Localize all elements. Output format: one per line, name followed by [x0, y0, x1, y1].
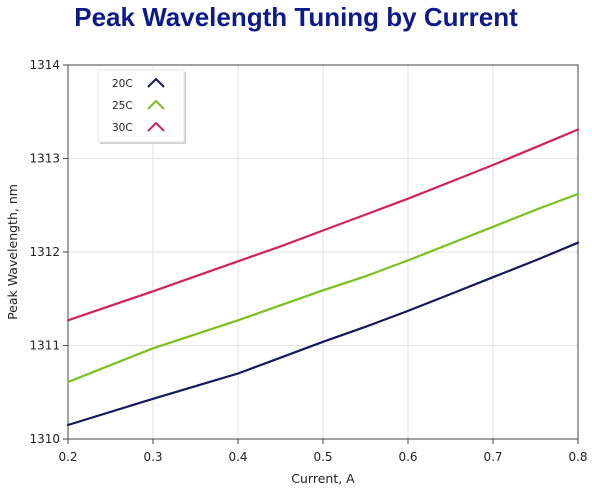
- series-line-20c: [66, 241, 580, 427]
- legend-label: 20C: [112, 78, 133, 90]
- x-tick-label: 0.7: [483, 450, 502, 464]
- x-tick-label: 0.6: [398, 450, 417, 464]
- legend-swatch: [147, 100, 165, 110]
- x-tick-label: 0.8: [568, 450, 587, 464]
- series-line-25c: [66, 192, 580, 384]
- legend-swatch: [147, 122, 165, 132]
- legend-box: [97, 69, 185, 143]
- series-line-30c: [66, 128, 580, 322]
- legend: 20C 25C 30C: [97, 69, 186, 144]
- y-tick-label: 1310: [29, 432, 60, 446]
- chart-title: Peak Wavelength Tuning by Current: [74, 2, 518, 32]
- legend-label: 25C: [112, 100, 133, 112]
- legend-label: 30C: [112, 122, 133, 134]
- y-axis-label: Peak Wavelength, nm: [5, 184, 20, 320]
- legend-swatch: [147, 78, 165, 88]
- y-tick-label: 1311: [29, 339, 60, 353]
- y-tick-label: 1312: [29, 245, 60, 259]
- x-tick-label: 0.2: [58, 450, 77, 464]
- x-tick-label: 0.5: [313, 450, 332, 464]
- x-axis-label: Current, A: [291, 471, 355, 486]
- y-tick-label: 1314: [29, 58, 60, 72]
- x-tick-label: 0.4: [228, 450, 247, 464]
- series-layer: [66, 128, 580, 427]
- axis-ticks: 0.2 0.3 0.4 0.5 0.6 0.7 0.8 1310 1311 1312 1313 131…: [29, 58, 587, 464]
- x-tick-label: 0.3: [143, 450, 162, 464]
- y-tick-label: 1313: [29, 152, 60, 166]
